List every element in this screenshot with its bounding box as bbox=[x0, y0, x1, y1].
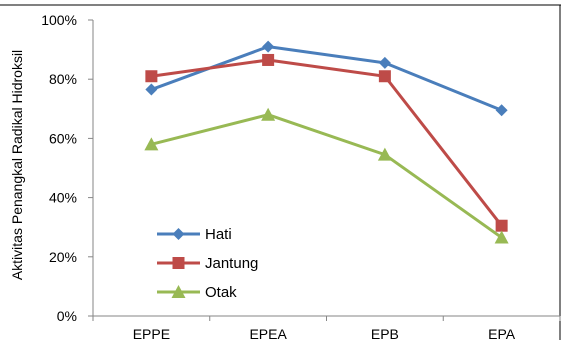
y-tick-label: 0% bbox=[57, 308, 77, 324]
legend-swatch-marker bbox=[171, 285, 186, 298]
x-axis: EPPE EPEA EPB EPA bbox=[92, 315, 561, 340]
legend-label: Otak bbox=[205, 284, 237, 301]
y-axis-ticks: 0% 20% 40% 60% 80% 100% bbox=[41, 12, 94, 324]
data-point-otak bbox=[261, 107, 276, 121]
data-point-jantung bbox=[378, 70, 391, 83]
legend-swatch-marker bbox=[172, 228, 185, 240]
x-tick-label: EPEA bbox=[249, 326, 287, 340]
series-otak bbox=[144, 107, 509, 244]
data-point-otak bbox=[377, 147, 392, 161]
y-tick-label: 40% bbox=[49, 190, 77, 206]
y-tick-label: 60% bbox=[49, 130, 77, 146]
legend-item-jantung: Jantung bbox=[157, 255, 258, 272]
x-tick-label: EPA bbox=[488, 326, 516, 340]
data-point-hati bbox=[378, 56, 391, 69]
legend-item-hati: Hati bbox=[157, 226, 232, 243]
data-point-otak bbox=[144, 137, 159, 151]
data-point-jantung bbox=[262, 53, 275, 66]
data-point-hati bbox=[262, 40, 275, 53]
x-tick-label: EPB bbox=[371, 326, 399, 340]
y-tick-label: 80% bbox=[49, 71, 77, 87]
y-tick-label: 20% bbox=[49, 249, 77, 265]
series-line-jantung bbox=[151, 58, 503, 227]
y-axis-label: Aktivitas Penangkal Radikal Hidroksil bbox=[9, 50, 25, 280]
data-point-jantung bbox=[495, 219, 508, 232]
series-jantung bbox=[145, 53, 508, 232]
x-tick-label: EPPE bbox=[133, 326, 170, 340]
series-line-otak bbox=[151, 113, 503, 239]
legend-label: Hati bbox=[205, 226, 232, 243]
legend: Hati Jantung Otak bbox=[157, 226, 258, 301]
legend-item-otak: Otak bbox=[157, 284, 237, 301]
data-point-hati bbox=[145, 83, 158, 96]
data-point-hati bbox=[495, 104, 508, 117]
y-tick-label: 100% bbox=[41, 12, 77, 28]
series-line-hati bbox=[150, 45, 503, 112]
legend-swatch-marker bbox=[172, 257, 185, 269]
series-group bbox=[144, 40, 509, 244]
data-point-jantung bbox=[145, 70, 158, 83]
series-hati bbox=[145, 40, 508, 117]
data-point-otak bbox=[494, 230, 509, 244]
legend-label: Jantung bbox=[205, 255, 258, 272]
